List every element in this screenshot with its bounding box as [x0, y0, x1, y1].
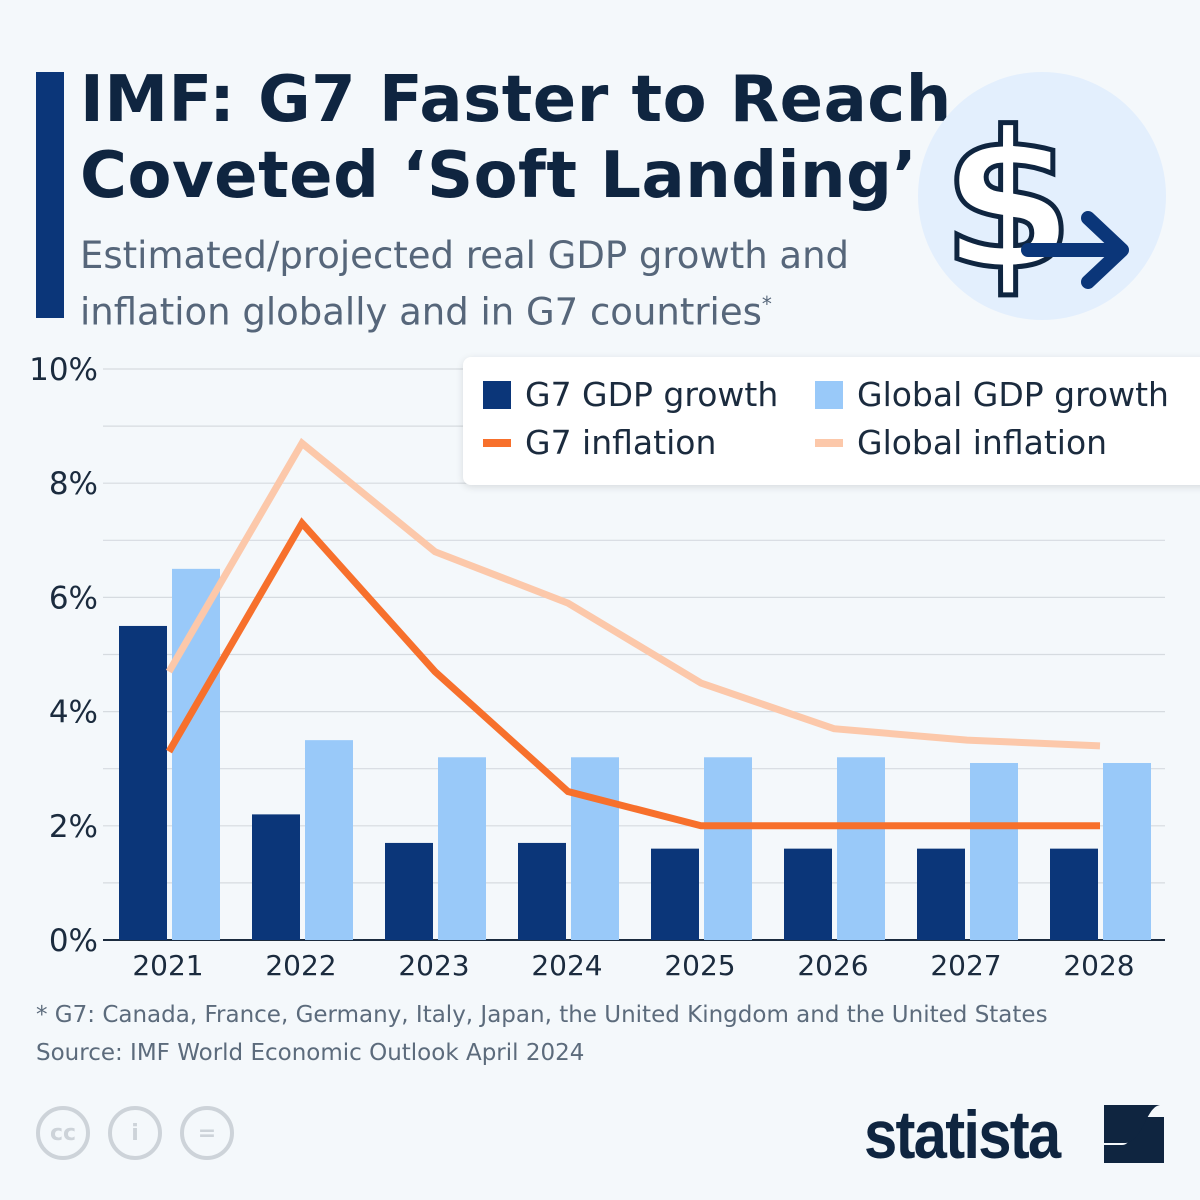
legend-swatch: [815, 438, 843, 447]
x-tick-label: 2025: [664, 949, 735, 982]
bar: [970, 762, 1018, 940]
source: Source: IMF World Economic Outlook April…: [36, 1040, 585, 1066]
bar: [518, 842, 566, 940]
bar: [837, 757, 885, 940]
bar: [385, 842, 433, 940]
legend-swatch: [483, 438, 511, 447]
bar: [651, 848, 699, 940]
legend-swatch: [815, 380, 843, 409]
bar: [438, 757, 486, 940]
title-line: IMF: G7 Faster to Reach: [80, 63, 952, 137]
legend-item: Global GDP growth: [815, 375, 1169, 414]
no-derivatives-icon[interactable]: =: [180, 1106, 234, 1160]
y-tick-label: 2%: [49, 809, 98, 845]
attribution-icon[interactable]: i: [108, 1106, 162, 1160]
statista-logo[interactable]: statista: [864, 1096, 1061, 1174]
y-tick-label: 0%: [49, 923, 98, 959]
legend-swatch: [483, 380, 511, 409]
legend-item: G7 GDP growth: [483, 375, 778, 414]
title-line: Coveted ‘Soft Landing’: [80, 139, 918, 213]
y-tick-label: 6%: [49, 580, 98, 616]
y-tick-label: 8%: [49, 466, 98, 502]
bar: [119, 625, 167, 940]
legend-label: G7 inflation: [525, 423, 717, 462]
subtitle-line: Estimated/projected real GDP growth and: [80, 234, 850, 277]
page-title: IMF: G7 Faster to Reach Coveted ‘Soft Lan…: [80, 62, 952, 214]
x-tick-label: 2026: [797, 949, 868, 982]
cc-icon[interactable]: cc: [36, 1106, 90, 1160]
bar: [305, 740, 353, 940]
dollar-arrow-icon: $: [918, 72, 1166, 320]
bar: [252, 814, 300, 940]
statista-logo-mark-icon: [1104, 1105, 1164, 1163]
subtitle: Estimated/projected real GDP growth and i…: [80, 232, 849, 336]
footnote-mark: *: [761, 292, 772, 316]
legend-item: Global inflation: [815, 423, 1107, 462]
x-tick-label: 2023: [398, 949, 469, 982]
bar: [1103, 762, 1151, 940]
legend-item: G7 inflation: [483, 423, 716, 462]
y-tick-label: 10%: [29, 352, 98, 388]
x-tick-label: 2024: [531, 949, 602, 982]
bar: [571, 757, 619, 940]
title-accent-bar: [36, 72, 64, 318]
footnote: * G7: Canada, France, Germany, Italy, Ja…: [36, 1002, 1048, 1028]
bar: [917, 848, 965, 940]
bar: [1050, 848, 1098, 940]
x-tick-label: 2028: [1063, 949, 1134, 982]
x-tick-label: 2022: [265, 949, 336, 982]
legend-label: Global GDP growth: [857, 375, 1169, 414]
y-tick-label: 4%: [49, 695, 98, 731]
bar: [704, 757, 752, 940]
series-line: [165, 437, 1101, 750]
legend-label: Global inflation: [857, 423, 1108, 462]
x-tick-label: 2027: [930, 949, 1001, 982]
chart: 0% 2% 4% 6% 8% 10% 2021 2022 2023 2024 2025 2026 202…: [29, 352, 1165, 982]
x-tick-label: 2021: [132, 949, 203, 982]
series-line: [165, 517, 1100, 830]
svg-text:$: $: [942, 91, 1074, 312]
logo-text: statista: [864, 1097, 1061, 1173]
bar: [784, 848, 832, 940]
legend: G7 GDP growth Global GDP growth G7 infla…: [463, 357, 1200, 485]
legend-label: G7 GDP growth: [525, 375, 779, 414]
subtitle-line: inflation globally and in G7 countries: [80, 290, 762, 334]
